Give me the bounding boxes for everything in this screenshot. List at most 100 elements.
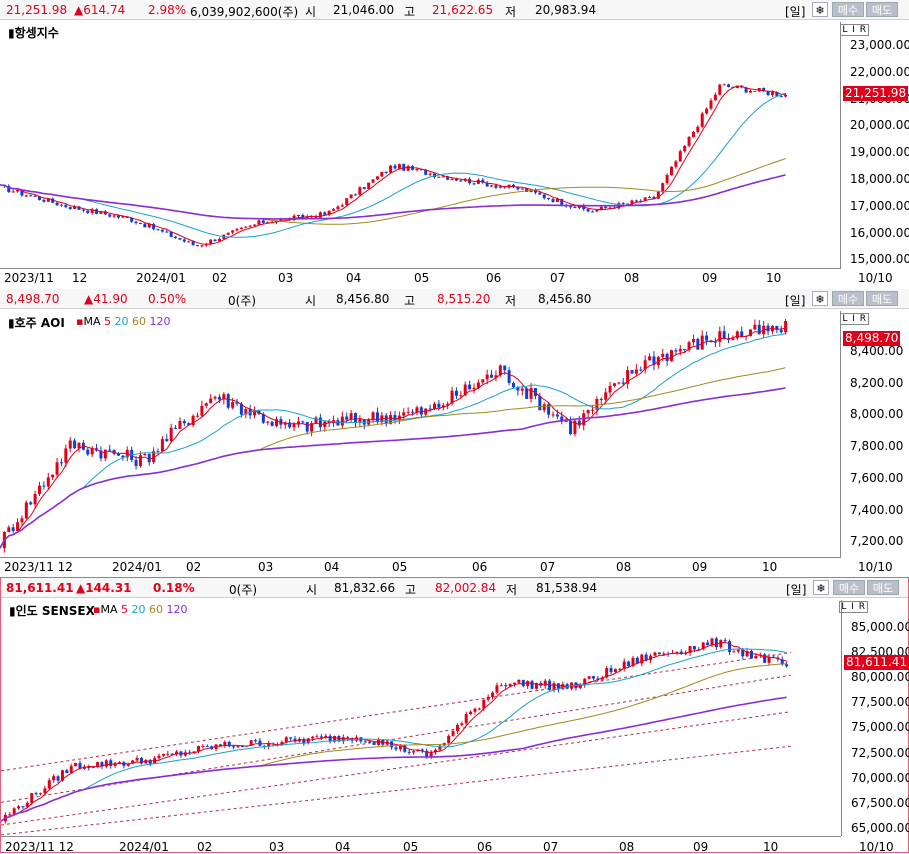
ma-legend: ▪MA 5 20 60 120	[76, 315, 171, 328]
candle	[696, 337, 700, 350]
candle	[709, 98, 713, 111]
x-tick-label: 10/10	[858, 271, 893, 285]
candle	[42, 481, 46, 490]
candle	[73, 438, 77, 449]
candle	[209, 394, 213, 404]
candle	[244, 226, 248, 228]
chart-panel-india[interactable]: 81,611.41 ▲144.31 0.18% 0(주) 시 81,832.66…	[0, 577, 909, 854]
candle	[362, 419, 366, 430]
candlestick-chart[interactable]	[0, 0, 840, 289]
candle	[634, 364, 638, 376]
candle	[428, 404, 432, 413]
ma5-line	[0, 85, 786, 245]
settings-icon[interactable]: ❄	[813, 580, 829, 595]
candle	[43, 786, 47, 796]
x-tick-label: 12	[72, 271, 88, 285]
candle	[328, 733, 332, 744]
period-selector[interactable]: [일]	[785, 5, 806, 19]
sell-button[interactable]: 매도	[866, 2, 898, 17]
candle	[7, 184, 11, 193]
candle	[345, 198, 349, 206]
scale-toggle[interactable]: L I R	[840, 24, 869, 36]
high-label: 고	[405, 583, 417, 597]
candle	[586, 208, 590, 213]
x-tick-label: 07	[550, 271, 566, 285]
candle	[175, 750, 179, 757]
settings-icon[interactable]: ❄	[812, 2, 828, 17]
settings-icon[interactable]: ❄	[812, 291, 828, 306]
quote-header: 8,498.70 ▲41.90 0.50% 0(주) 시 8,456.80 고 …	[0, 289, 909, 309]
candle	[305, 421, 309, 435]
candle	[182, 419, 186, 427]
candle	[33, 490, 37, 509]
candle	[174, 235, 178, 239]
candle	[722, 83, 726, 86]
candle	[767, 653, 771, 666]
candle	[713, 92, 717, 101]
candle	[232, 745, 236, 750]
x-tick-label: 02	[186, 560, 202, 574]
chart-panel-australia[interactable]: 8,498.70 ▲41.90 0.50% 0(주) 시 8,456.80 고 …	[0, 289, 909, 577]
sell-button[interactable]: 매도	[867, 580, 899, 595]
x-tick-label: 04	[346, 271, 362, 285]
candle	[424, 408, 428, 417]
candle	[152, 447, 156, 465]
candle	[622, 658, 626, 672]
candle	[490, 184, 494, 188]
candle	[38, 481, 41, 497]
candle	[152, 222, 156, 231]
candle	[87, 764, 91, 771]
y-tick-label: 7,800.00	[850, 439, 904, 454]
x-tick-label: 2023/11 12	[5, 840, 74, 854]
x-tick-label: 07	[540, 560, 556, 574]
buy-button[interactable]: 매수	[832, 291, 864, 306]
candle	[770, 325, 774, 335]
candle	[627, 660, 631, 668]
candlestick-chart[interactable]	[1, 578, 841, 854]
candle	[148, 758, 152, 767]
change-value: ▲144.31	[76, 581, 132, 595]
buy-button[interactable]: 매수	[833, 580, 865, 595]
candle	[188, 749, 192, 755]
chart-panel-hangseng[interactable]: 21,251.98 ▲614.74 2.98% 6,039,902,600(주)…	[0, 0, 909, 289]
candle	[187, 240, 191, 243]
buy-button[interactable]: 매수	[832, 2, 864, 17]
candle	[657, 652, 661, 655]
candle	[310, 421, 314, 437]
candle	[332, 208, 336, 211]
x-tick-label: 10/10	[858, 560, 893, 574]
volume-value: 0(주)	[228, 294, 257, 308]
x-tick-label: 2023/11	[4, 271, 54, 285]
candle	[109, 758, 113, 769]
period-selector[interactable]: [일]	[786, 583, 807, 597]
candle	[191, 414, 195, 428]
high-value: 8,515.20	[437, 292, 491, 306]
candle	[81, 209, 85, 213]
candle	[69, 763, 73, 774]
candlestick-chart[interactable]	[0, 289, 840, 577]
chart-title: ▮호주 AOI	[8, 316, 65, 330]
candle	[656, 355, 660, 369]
candle	[100, 761, 104, 770]
candle	[529, 383, 533, 403]
candle	[29, 194, 33, 197]
candle	[135, 755, 139, 762]
scale-toggle[interactable]: L I R	[839, 601, 868, 613]
y-tick-label: 85,000.00	[851, 620, 909, 634]
scale-toggle[interactable]: L I R	[840, 313, 869, 325]
candle	[630, 369, 634, 374]
candle	[612, 382, 616, 388]
price-value: 21,251.98	[6, 3, 68, 17]
candle	[178, 237, 182, 241]
candle	[46, 472, 50, 491]
x-tick-label: 08	[624, 271, 640, 285]
candle	[253, 406, 257, 419]
candle	[700, 111, 704, 129]
candle	[706, 639, 710, 646]
trend-channel-line	[1, 674, 792, 803]
period-selector[interactable]: [일]	[785, 294, 806, 308]
candle	[296, 416, 300, 428]
sell-button[interactable]: 매도	[866, 291, 898, 306]
candle	[226, 232, 230, 236]
candle	[235, 227, 239, 232]
